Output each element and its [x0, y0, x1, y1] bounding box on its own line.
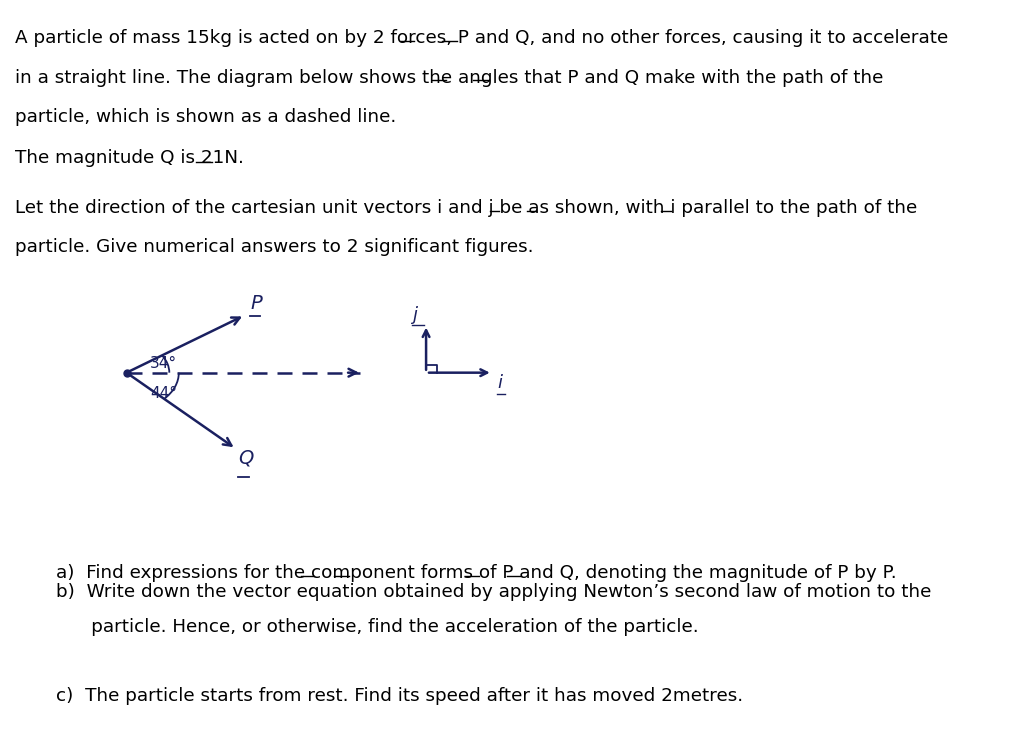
- Text: Q: Q: [238, 449, 254, 468]
- Text: a)  Find expressions for the component forms of P and Q, denoting the magnitude : a) Find expressions for the component fo…: [56, 564, 898, 583]
- Text: The magnitude Q is 21N.: The magnitude Q is 21N.: [15, 149, 244, 167]
- Text: particle. Hence, or otherwise, find the acceleration of the particle.: particle. Hence, or otherwise, find the …: [56, 618, 699, 636]
- Text: P: P: [251, 295, 262, 314]
- Text: Let the direction of the cartesian unit vectors i and j be as shown, with i para: Let the direction of the cartesian unit …: [15, 199, 918, 217]
- Text: in a straight line. The diagram below shows the angles that P and Q make with th: in a straight line. The diagram below sh…: [15, 69, 884, 87]
- Text: j: j: [412, 306, 417, 324]
- Text: A particle of mass 15kg is acted on by 2 forces, P and Q, and no other forces, c: A particle of mass 15kg is acted on by 2…: [15, 29, 949, 48]
- Text: 44°: 44°: [150, 387, 178, 401]
- Text: c)  The particle starts from rest. Find its speed after it has moved 2metres.: c) The particle starts from rest. Find i…: [56, 687, 744, 705]
- Text: particle. Give numerical answers to 2 significant figures.: particle. Give numerical answers to 2 si…: [15, 238, 534, 257]
- Text: particle, which is shown as a dashed line.: particle, which is shown as a dashed lin…: [15, 108, 396, 126]
- Text: i: i: [497, 374, 502, 392]
- Text: b)  Write down the vector equation obtained by applying Newton’s second law of m: b) Write down the vector equation obtain…: [56, 583, 931, 601]
- Text: 34°: 34°: [150, 355, 178, 371]
